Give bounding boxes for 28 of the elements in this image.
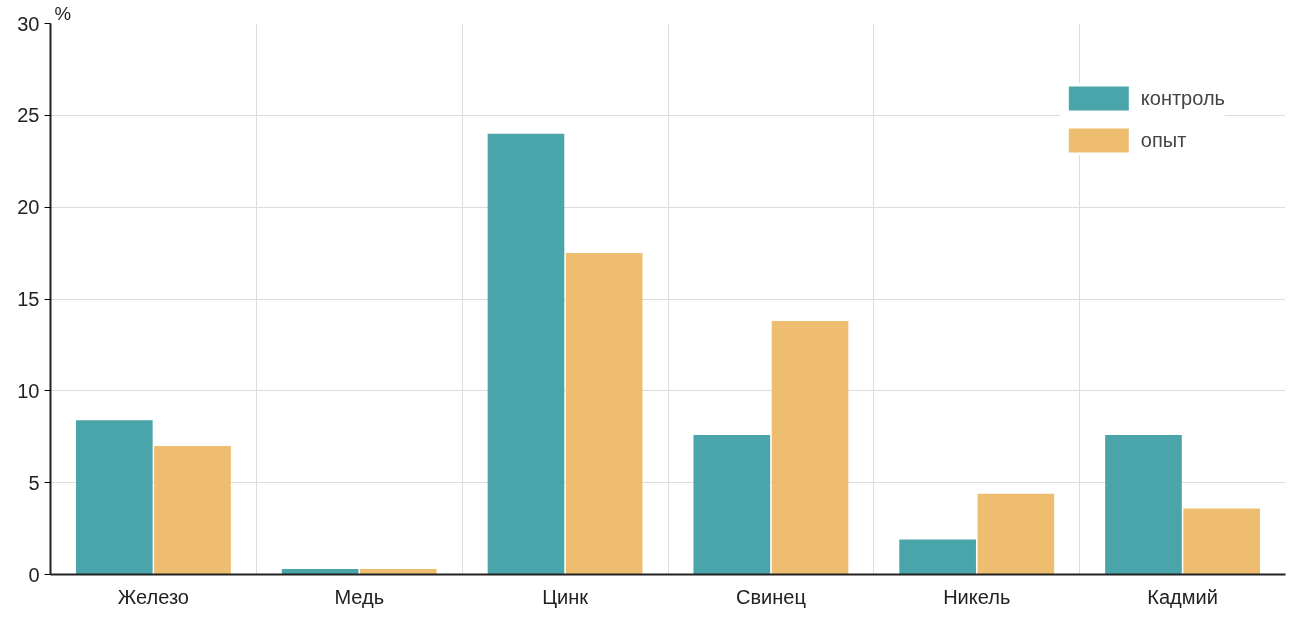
bar [360,568,437,575]
x-tick-label: Медь [334,585,385,608]
bar [75,420,153,575]
bar [281,568,359,575]
x-tick-label: Цинк [542,585,589,608]
bar [1105,434,1182,575]
bar [771,321,849,575]
bar [154,445,231,575]
legend-label: опыт [1140,128,1187,152]
y-tick-label: 25 [17,104,40,127]
bar [977,493,1055,575]
y-tick-label: 30 [17,12,40,35]
y-tick-label: 20 [17,196,40,219]
y-axis-title: % [54,2,72,24]
y-tick-label: 5 [28,471,40,494]
x-tick-label: Кадмий [1147,585,1218,608]
y-tick-label: 15 [17,288,40,310]
x-tick-label: Свинец [735,585,806,608]
bar [1183,508,1261,575]
y-tick-label: 0 [28,563,40,586]
y-tick-label: 10 [17,379,40,402]
bar [693,434,771,575]
x-tick-label: Никель [943,585,1011,608]
bar [899,539,976,575]
x-tick-label: Железо [117,585,189,608]
legend-label: контроль [1140,86,1225,110]
bar [487,133,565,575]
bar [565,253,643,575]
